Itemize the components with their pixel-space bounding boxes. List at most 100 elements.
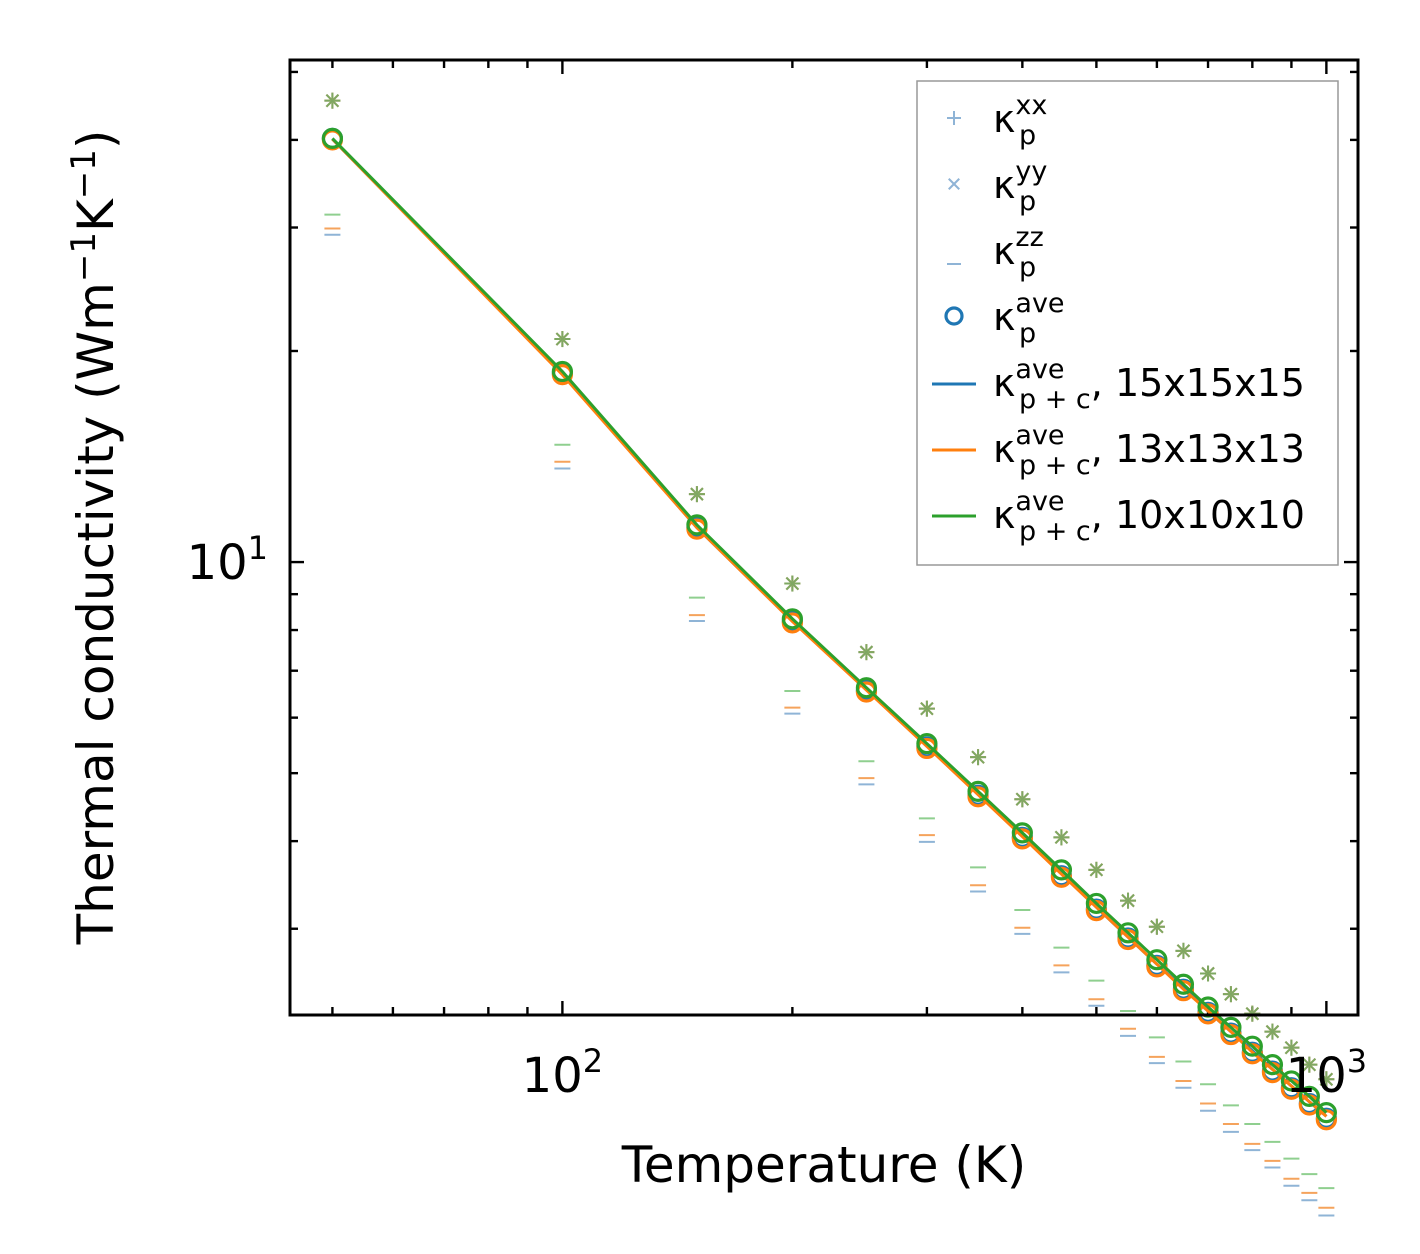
kappa-p-yy-marker-mesh10 [1284, 1040, 1299, 1055]
legend-symbol: κ [993, 295, 1015, 339]
legend-subscript: p [1019, 318, 1036, 349]
kappa-p-yy-marker-mesh10 [785, 576, 800, 591]
legend-subscript: p + c [1019, 450, 1091, 481]
y-axis-label-sup1: −1 [64, 232, 104, 282]
legend-suffix: , 10x10x10 [1091, 493, 1305, 537]
kappa-p-ave-marker-mesh10 [1050, 859, 1073, 881]
data-marks [321, 92, 1337, 1217]
kappa-p-yy-marker-mesh10 [971, 750, 985, 764]
kappa-p-ave-marker-mesh10 [1280, 1070, 1303, 1092]
legend-superscript: ave [1015, 354, 1064, 385]
kappa-p-yy-marker-mesh10-b [1176, 944, 1191, 958]
x-tick-base: 10 [522, 1048, 583, 1104]
legend-marker [948, 178, 960, 190]
y-axis-label: Thermal conductivity (Wm−1K−1) [64, 130, 125, 946]
x-tick-label: 102 [522, 1042, 603, 1104]
y-tick-exponent: 1 [248, 529, 268, 567]
legend-superscript: ave [1015, 486, 1064, 517]
legend-marker-b [948, 178, 960, 190]
kappa-p-yy-marker-mesh10 [1176, 944, 1191, 958]
legend-subscript: p [1019, 186, 1036, 217]
kappa-p-yy-marker-mesh10-b [1302, 1057, 1317, 1072]
legend-marker [944, 306, 964, 326]
y-axis-label-sup2: −1 [64, 149, 104, 199]
kappa-p-yy-marker-mesh10-b [920, 701, 934, 716]
legend-subscript: p [1019, 120, 1036, 151]
x-tick-exponent: 2 [583, 1042, 603, 1080]
legend-symbol: κ [993, 361, 1015, 405]
kappa-p-yy-marker-mesh10 [325, 93, 340, 108]
legend-box [916, 80, 1339, 566]
legend-symbol: κ [993, 493, 1015, 537]
legend-symbol: κ [993, 427, 1015, 471]
legend-label: κave p + c, 15x15x15 [993, 354, 1305, 415]
y-axis-label-mid: K [67, 198, 125, 232]
kappa-p-ave-marker-mesh10 [781, 608, 803, 630]
kappa-p-yy-marker-mesh10-b [859, 645, 874, 659]
legend-suffix: , 13x13x13 [1091, 427, 1305, 471]
kappa-p-yy-marker-mesh10-b [690, 487, 704, 501]
line-10x10x10 [331, 137, 1328, 1114]
legend-superscript: zz [1015, 222, 1043, 253]
kappa-p-ave-marker-mesh10 [1085, 892, 1107, 915]
legend-superscript: ave [1015, 288, 1064, 319]
kappa-p-yy-marker-mesh10 [1150, 920, 1164, 934]
legend-label: κave p + c, 10x10x10 [993, 486, 1305, 547]
x-tick-exponent: 3 [1347, 1042, 1367, 1080]
kappa-p-yy-marker-mesh10-b [1319, 1072, 1334, 1086]
kappa-p-ave-marker-mesh10 [551, 360, 573, 383]
y-axis-label-end: ) [67, 130, 125, 150]
kappa-p-yy-marker-mesh10-b [1265, 1024, 1280, 1039]
kappa-p-ave-marker-mesh10 [1011, 822, 1033, 844]
kappa-p-yy-marker-mesh10 [555, 332, 570, 346]
kappa-p-ave-marker-mesh10 [1298, 1085, 1320, 1107]
kappa-p-ave-marker-mesh10 [1220, 1016, 1242, 1038]
legend-symbol: κ [993, 229, 1015, 273]
kappa-p-yy-marker-mesh10 [1015, 792, 1030, 806]
kappa-p-yy-marker-mesh10 [1224, 987, 1238, 1001]
y-axis-label-main: Thermal conductivity (Wm [67, 282, 125, 945]
legend-symbol: κ [993, 97, 1015, 141]
kappa-p-ave-marker-mesh10 [1315, 1102, 1337, 1124]
kappa-p-ave-marker-mesh10 [321, 127, 344, 149]
kappa-p-yy-marker-mesh10 [1319, 1072, 1334, 1086]
legend-subscript: p + c [1019, 516, 1091, 547]
kappa-p-yy-marker-mesh10 [920, 701, 934, 716]
legend-label: κzz p [993, 222, 1044, 283]
legend-label: κave p [993, 288, 1065, 349]
legend-superscript: yy [1015, 156, 1047, 187]
kappa-p-yy-marker-mesh10 [1054, 830, 1069, 845]
kappa-p-yy-marker-mesh10 [1201, 966, 1215, 981]
kappa-p-yy-marker-mesh10-b [1284, 1040, 1299, 1055]
kappa-p-yy-marker-mesh10-b [785, 576, 800, 591]
legend-label: κxx p [993, 90, 1047, 151]
x-axis-label: Temperature (K) [621, 1136, 1026, 1194]
legend-subscript: p + c [1019, 384, 1091, 415]
kappa-p-yy-marker-mesh10-b [971, 750, 985, 764]
kappa-p-ave-marker-mesh10 [1241, 1035, 1263, 1057]
kappa-p-yy-marker-mesh10-b [1224, 987, 1238, 1001]
kappa-p-ave-marker-mesh10 [855, 677, 878, 699]
kappa-p-yy-marker-mesh10 [1121, 893, 1135, 908]
kappa-p-ave-marker-mesh10 [916, 732, 938, 755]
kappa-p-yy-marker-mesh10-b [1015, 792, 1030, 806]
x-tick-label: 103 [1286, 1042, 1367, 1104]
kappa-p-yy-marker-mesh10-b [1089, 863, 1104, 877]
kappa-p-ave-marker-mesh13 [1011, 828, 1033, 850]
kappa-p-ave-marker-mesh10 [1117, 922, 1139, 944]
axes-frame [288, 58, 1360, 1017]
legend-superscript: xx [1015, 90, 1047, 121]
legend-label: κyy p [993, 156, 1047, 217]
kappa-p-yy-marker-mesh10-b [1054, 830, 1069, 845]
kappa-p-ave-marker-mesh10 [1261, 1054, 1284, 1076]
y-tick-base: 10 [187, 535, 248, 591]
legend-label: κave p + c, 13x13x13 [993, 420, 1305, 481]
kappa-p-yy-marker-mesh10-b [555, 332, 570, 346]
kappa-p-yy-marker-mesh10-b [1150, 920, 1164, 934]
kappa-p-yy-marker-mesh10-b [325, 93, 340, 108]
kappa-p-ave-marker-mesh10 [967, 780, 989, 802]
legend-superscript: ave [1015, 420, 1064, 451]
kappa-p-ave-marker-mesh10 [1146, 949, 1168, 971]
